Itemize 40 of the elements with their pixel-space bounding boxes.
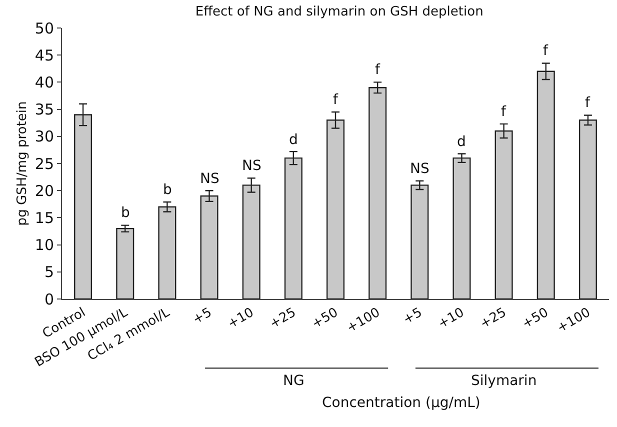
data-label: d [289,132,298,148]
data-label: NS [242,158,262,174]
y-tick-label: 10 [34,236,54,254]
y-axis-title: pg GSH/mg protein [15,101,30,226]
y-tick-label: 5 [44,263,54,282]
x-tick-label: +100 [554,305,594,336]
y-tick-label: 50 [34,19,54,38]
y-tick-label: 35 [34,100,54,119]
data-label: f [375,62,381,78]
y-tick-label: 45 [34,46,54,64]
x-tick-label: +25 [267,305,299,332]
text: Silymarin [471,373,537,389]
bar [452,157,471,299]
x-tick-label: +5 [400,305,425,328]
y-tick-label: 40 [34,73,54,92]
x-tick-label: +10 [436,305,467,332]
data-label: b [163,182,172,198]
x-tick-label: +50 [309,305,341,332]
data-label: f [333,92,339,108]
x-tick-label: +100 [344,305,383,336]
x-tick-label: +25 [478,305,510,332]
x-tick-label: +5 [190,305,215,328]
data-label: d [457,134,466,150]
y-tick-label: 20 [34,182,54,200]
bar [116,228,134,299]
data-label: f [501,104,507,120]
data-label: f [585,95,591,111]
y-tick-label: 30 [34,128,54,146]
y-tick-label: 0 [44,290,54,308]
data-label: NS [410,161,430,177]
y-tick-label: 25 [34,154,54,173]
data-label: NS [200,171,220,187]
data-label: b [121,205,130,221]
data-label: f [543,43,549,59]
x-tick-label: +10 [225,305,257,332]
text: NG [283,373,304,389]
x-axis-title: Concentration (μg/mL) [322,395,480,411]
chart-title: Effect of NG and silymarin on GSH depletion [195,4,484,20]
x-tick-label: +50 [520,305,552,332]
y-tick-label: 15 [34,208,54,227]
